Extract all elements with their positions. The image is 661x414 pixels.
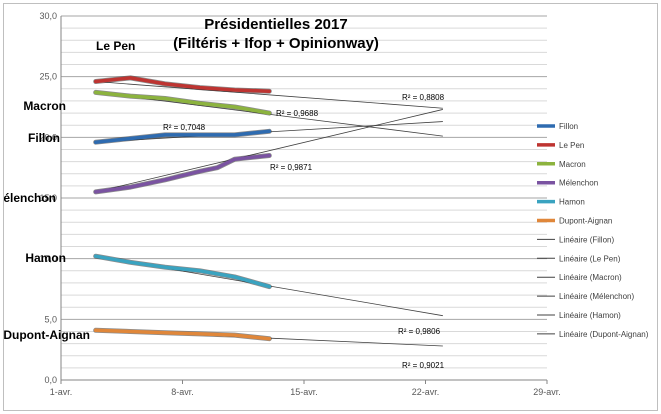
gridlines: [61, 15, 547, 381]
r2-label-le-pen: R² = 0,8808: [402, 93, 445, 102]
legend-label-dupont-aignan: Dupont-Aignan: [559, 217, 612, 226]
legend-label-fillon: Fillon: [559, 122, 578, 131]
y-tick-label: 10,0: [39, 254, 57, 264]
series-name-labels: Fillon Le Pen Macron Mélenchon Hamon Dupont-A…: [4, 39, 135, 342]
trendline-le-pen: [95, 81, 443, 109]
chart-frame: 0,0 5,0 10,0 15,0 20,0 25,0 30,0 1-avr. 8-avr. 15…: [3, 3, 658, 411]
x-tick-label: 8-avr.: [171, 387, 194, 397]
y-tick-label: 25,0: [39, 72, 57, 82]
axes: 0,0 5,0 10,0 15,0 20,0 25,0 30,0 1-avr. 8-avr. 15…: [39, 11, 560, 397]
legend-label-trend-melenchon: Linéaire (Mélenchon): [559, 292, 634, 301]
series-line-fillon: [93, 129, 272, 144]
legend: Fillon Le Pen Macron Mélenchon Hamon Dupont-A…: [537, 122, 649, 339]
x-tick-label: 29-avr.: [533, 387, 561, 397]
legend-label-trend-le-pen: Linéaire (Le Pen): [559, 254, 621, 263]
x-tick-label: 15-avr.: [290, 387, 318, 397]
series-line-macron: [93, 90, 272, 115]
series-lines: [93, 75, 272, 342]
series-name-label-dupont-aignan: Dupont-Aignan: [4, 328, 90, 342]
y-tick-label: 30,0: [39, 11, 57, 21]
legend-label-macron: Macron: [559, 160, 586, 169]
r2-label-dupont-aignan: R² = 0,9021: [402, 361, 445, 370]
legend-label-melenchon: Mélenchon: [559, 179, 598, 188]
legend-label-le-pen: Le Pen: [559, 141, 584, 150]
series-name-label-le-pen: Le Pen: [96, 39, 135, 53]
trendlines: [95, 81, 443, 347]
series-line-hamon: [93, 254, 272, 289]
legend-label-trend-macron: Linéaire (Macron): [559, 273, 622, 282]
chart-svg: 0,0 5,0 10,0 15,0 20,0 25,0 30,0 1-avr. 8-avr. 15…: [4, 11, 649, 397]
series-line-melenchon: [93, 153, 272, 194]
series-name-label-melenchon: Mélenchon: [4, 191, 56, 205]
series-name-label-fillon: Fillon: [28, 131, 60, 145]
series-name-label-macron: Macron: [23, 99, 66, 113]
trendline-melenchon: [95, 109, 443, 193]
y-tick-label: 5,0: [44, 314, 57, 324]
series-line-le-pen: [93, 76, 272, 93]
legend-label-trend-hamon: Linéaire (Hamon): [559, 311, 621, 320]
r2-labels: R² = 0,7048 R² = 0,8808 R² = 0,9688 R² = 0,…: [163, 93, 445, 370]
r2-label-macron: R² = 0,9688: [276, 109, 319, 118]
legend-label-trend-fillon: Linéaire (Fillon): [559, 235, 614, 244]
x-tick-label: 22-avr.: [412, 387, 440, 397]
chart-title-line2: (Filtéris + Ifop + Opinionway): [173, 35, 379, 52]
y-tick-label: 15,0: [39, 193, 57, 203]
series-name-label-hamon: Hamon: [25, 251, 66, 265]
r2-label-melenchon: R² = 0,9871: [270, 163, 313, 172]
legend-label-trend-dupont-aignan: Linéaire (Dupont-Aignan): [559, 330, 649, 339]
legend-label-hamon: Hamon: [559, 198, 585, 207]
chart-title-line1: Présidentielles 2017: [204, 16, 347, 33]
r2-label-fillon: R² = 0,7048: [163, 123, 206, 132]
x-tick-label: 1-avr.: [50, 387, 73, 397]
y-tick-label: 0,0: [44, 375, 57, 385]
y-tick-label: 20,0: [39, 132, 57, 142]
series-line-dupont-aignan: [93, 328, 272, 341]
r2-label-hamon: R² = 0,9806: [398, 327, 441, 336]
